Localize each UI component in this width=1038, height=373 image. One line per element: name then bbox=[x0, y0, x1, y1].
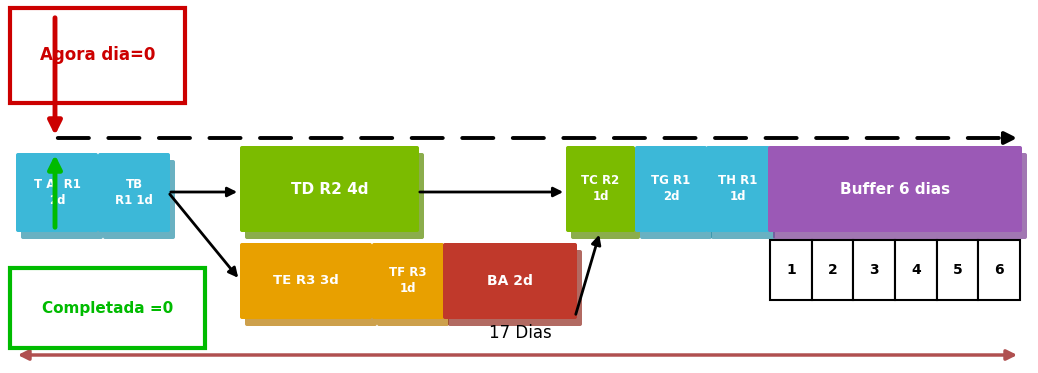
Text: 6: 6 bbox=[994, 263, 1004, 277]
Text: 3: 3 bbox=[870, 263, 879, 277]
FancyBboxPatch shape bbox=[240, 146, 419, 232]
FancyBboxPatch shape bbox=[566, 146, 635, 232]
FancyBboxPatch shape bbox=[21, 160, 103, 239]
FancyBboxPatch shape bbox=[635, 146, 707, 232]
FancyBboxPatch shape bbox=[706, 146, 770, 232]
Bar bbox=[895, 240, 936, 300]
Text: TD R2 4d: TD R2 4d bbox=[291, 182, 368, 197]
Text: TB
R1 1d: TB R1 1d bbox=[115, 178, 153, 207]
Text: 1: 1 bbox=[786, 263, 796, 277]
Bar bbox=[770, 240, 812, 300]
FancyBboxPatch shape bbox=[711, 153, 775, 239]
Text: TG R1
2d: TG R1 2d bbox=[652, 175, 690, 204]
FancyBboxPatch shape bbox=[773, 153, 1027, 239]
Bar bbox=[853, 240, 895, 300]
FancyBboxPatch shape bbox=[240, 243, 372, 319]
Bar bbox=[10, 268, 204, 348]
Bar bbox=[10, 8, 185, 103]
Text: TE R3 3d: TE R3 3d bbox=[273, 275, 338, 288]
FancyBboxPatch shape bbox=[377, 250, 449, 326]
Text: 4: 4 bbox=[911, 263, 921, 277]
Text: BA 2d: BA 2d bbox=[487, 274, 532, 288]
Text: 5: 5 bbox=[953, 263, 962, 277]
Bar bbox=[812, 240, 853, 300]
FancyBboxPatch shape bbox=[98, 153, 170, 232]
FancyBboxPatch shape bbox=[16, 153, 98, 232]
Text: 2: 2 bbox=[827, 263, 838, 277]
FancyBboxPatch shape bbox=[448, 250, 582, 326]
FancyBboxPatch shape bbox=[768, 146, 1022, 232]
FancyBboxPatch shape bbox=[245, 153, 424, 239]
FancyBboxPatch shape bbox=[245, 250, 377, 326]
Text: T A  R1
2d: T A R1 2d bbox=[33, 178, 80, 207]
Text: Completada =0: Completada =0 bbox=[42, 301, 173, 316]
Text: TC R2
1d: TC R2 1d bbox=[581, 175, 620, 204]
Text: Agora dia=0: Agora dia=0 bbox=[39, 47, 156, 65]
Bar bbox=[979, 240, 1020, 300]
Text: TH R1
1d: TH R1 1d bbox=[718, 175, 758, 204]
Text: TF R3
1d: TF R3 1d bbox=[389, 266, 427, 295]
FancyBboxPatch shape bbox=[103, 160, 175, 239]
FancyBboxPatch shape bbox=[372, 243, 444, 319]
Text: Buffer 6 dias: Buffer 6 dias bbox=[840, 182, 950, 197]
FancyBboxPatch shape bbox=[571, 153, 640, 239]
Bar bbox=[936, 240, 979, 300]
FancyBboxPatch shape bbox=[443, 243, 577, 319]
FancyBboxPatch shape bbox=[640, 153, 712, 239]
Text: 17 Dias: 17 Dias bbox=[489, 324, 551, 342]
